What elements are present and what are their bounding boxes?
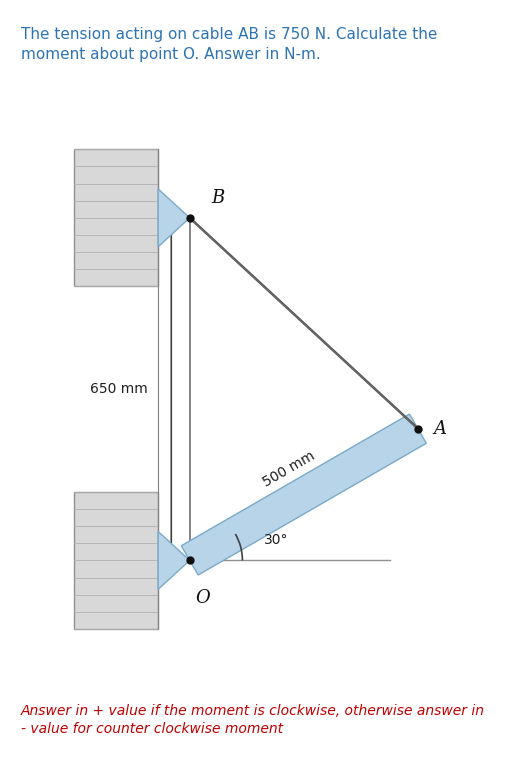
Text: A: A xyxy=(434,420,447,438)
Text: 650 mm: 650 mm xyxy=(90,382,148,396)
Text: 500 mm: 500 mm xyxy=(261,449,318,490)
Text: O: O xyxy=(195,589,210,607)
Polygon shape xyxy=(181,414,426,575)
Polygon shape xyxy=(158,531,190,589)
Polygon shape xyxy=(158,189,190,247)
Text: Answer in + value if the moment is clockwise, otherwise answer in
- value for co: Answer in + value if the moment is clock… xyxy=(21,704,485,736)
Text: B: B xyxy=(211,189,224,208)
Text: The tension acting on cable AB is 750 N. Calculate the
moment about point O. Ans: The tension acting on cable AB is 750 N.… xyxy=(21,27,437,62)
Text: 30°: 30° xyxy=(264,533,288,547)
Polygon shape xyxy=(74,150,158,286)
Polygon shape xyxy=(74,492,158,629)
